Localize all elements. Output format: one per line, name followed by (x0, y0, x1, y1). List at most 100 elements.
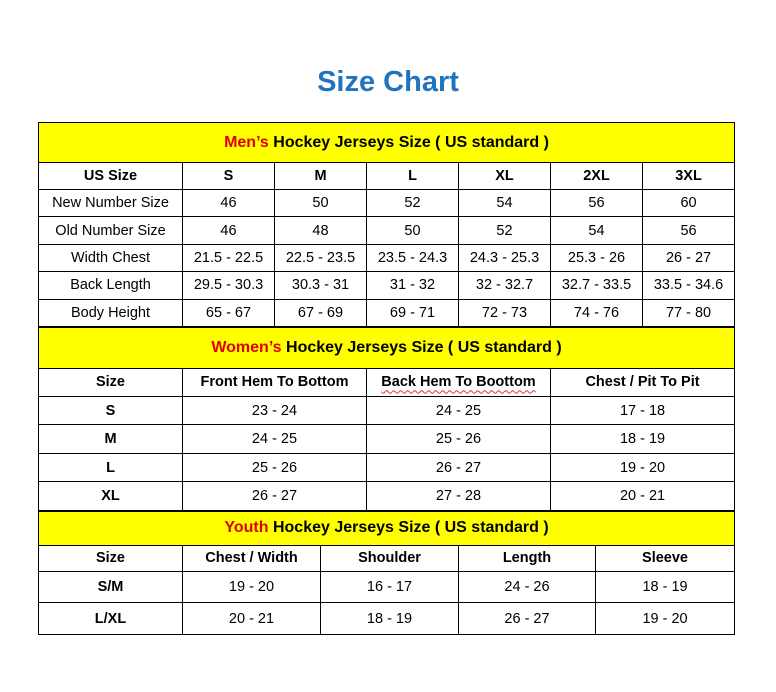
table-cell: 19 - 20 (594, 602, 736, 635)
table-cell: 26 - 27 (366, 452, 551, 483)
row-label: Old Number Size (38, 216, 183, 245)
table-cell: 67 - 69 (274, 298, 367, 327)
table-cell: 22.5 - 23.5 (274, 243, 367, 273)
row-label: M (38, 424, 183, 454)
column-header: M (274, 162, 367, 190)
column-header: US Size (38, 162, 183, 190)
table-cell: 23 - 24 (182, 395, 367, 426)
table-cell: 20 - 21 (182, 602, 321, 635)
table-cell: 24.3 - 25.3 (458, 243, 551, 273)
row-label: S/M (38, 570, 183, 604)
table-row: Back Length 29.5 - 30.3 30.3 - 31 31 - 32 32… (38, 271, 736, 300)
column-header: Back Hem To Boottom (366, 367, 551, 397)
row-label: S (38, 395, 183, 426)
column-header: Sleeve (594, 544, 736, 572)
table-cell: 46 (182, 188, 275, 218)
column-header: XL (458, 162, 551, 190)
table-cell: 31 - 32 (366, 271, 459, 300)
size-chart: Men’s Hockey Jerseys Size ( US standard … (37, 122, 736, 635)
table-cell: 72 - 73 (458, 298, 551, 327)
table-row: S 23 - 24 24 - 25 17 - 18 (38, 395, 736, 426)
mens-section-header: Men’s Hockey Jerseys Size ( US standard … (37, 122, 736, 163)
table-cell: 54 (458, 188, 551, 218)
womens-category: Women’s (211, 338, 282, 356)
table-cell: 50 (274, 188, 367, 218)
column-header: Size (38, 544, 183, 572)
table-cell: 25 - 26 (182, 452, 367, 483)
table-row: S/M 19 - 20 16 - 17 24 - 26 18 - 19 (38, 570, 736, 604)
column-header: S (182, 162, 275, 190)
youth-column-headers: Size Chest / Width Shoulder Length Sleeve (38, 544, 736, 572)
table-cell: 18 - 19 (549, 424, 736, 454)
row-label: L (38, 452, 183, 483)
column-header: Length (458, 544, 596, 572)
table-cell: 25 - 26 (366, 424, 551, 454)
table-cell: 65 - 67 (182, 298, 275, 327)
table-cell: 77 - 80 (641, 298, 736, 327)
table-cell: 26 - 27 (458, 602, 596, 635)
table-cell: 26 - 27 (182, 481, 367, 511)
row-label: L/XL (38, 602, 183, 635)
column-header: Size (38, 367, 183, 397)
table-cell: 29.5 - 30.3 (182, 271, 275, 300)
table-row: Old Number Size 46 48 50 52 54 56 (38, 216, 736, 245)
row-label: Width Chest (38, 243, 183, 273)
row-label: XL (38, 481, 183, 511)
table-cell: 20 - 21 (549, 481, 736, 511)
column-header: 2XL (550, 162, 643, 190)
table-cell: 50 (366, 216, 459, 245)
column-header: L (366, 162, 459, 190)
table-cell: 19 - 20 (182, 570, 321, 604)
youth-heading: Hockey Jerseys Size ( US standard ) (268, 519, 549, 537)
table-cell: 21.5 - 22.5 (182, 243, 275, 273)
table-cell: 27 - 28 (366, 481, 551, 511)
table-cell: 52 (366, 188, 459, 218)
table-row: XL 26 - 27 27 - 28 20 - 21 (38, 481, 736, 511)
row-label: New Number Size (38, 188, 183, 218)
table-cell: 69 - 71 (366, 298, 459, 327)
table-row: L 25 - 26 26 - 27 19 - 20 (38, 452, 736, 483)
mens-table: Men’s Hockey Jerseys Size ( US standard … (37, 122, 736, 327)
table-cell: 46 (182, 216, 275, 245)
table-cell: 54 (550, 216, 643, 245)
youth-table: Youth Hockey Jerseys Size ( US standard … (37, 510, 736, 635)
table-cell: 33.5 - 34.6 (641, 271, 736, 300)
womens-table: Women’s Hockey Jerseys Size ( US standar… (37, 326, 736, 511)
table-row: Width Chest 21.5 - 22.5 22.5 - 23.5 23.5 - … (38, 243, 736, 273)
table-cell: 24 - 25 (366, 395, 551, 426)
table-cell: 17 - 18 (549, 395, 736, 426)
mens-heading: Hockey Jerseys Size ( US standard ) (268, 133, 549, 151)
row-label: Back Length (38, 271, 183, 300)
table-cell: 30.3 - 31 (274, 271, 367, 300)
table-cell: 24 - 26 (458, 570, 596, 604)
table-row: M 24 - 25 25 - 26 18 - 19 (38, 424, 736, 454)
table-cell: 74 - 76 (550, 298, 643, 327)
page-title: Size Chart (317, 66, 459, 98)
table-cell: 60 (641, 188, 736, 218)
row-label: Body Height (38, 298, 183, 327)
column-header: 3XL (641, 162, 736, 190)
table-cell: 32.7 - 33.5 (550, 271, 643, 300)
table-row: L/XL 20 - 21 18 - 19 26 - 27 19 - 20 (38, 602, 736, 635)
table-cell: 56 (550, 188, 643, 218)
table-cell: 25.3 - 26 (550, 243, 643, 273)
table-cell: 18 - 19 (594, 570, 736, 604)
table-cell: 23.5 - 24.3 (366, 243, 459, 273)
table-cell: 26 - 27 (641, 243, 736, 273)
table-cell: 48 (274, 216, 367, 245)
youth-category: Youth (224, 519, 269, 537)
womens-heading: Hockey Jerseys Size ( US standard ) (281, 338, 562, 356)
mens-category: Men’s (224, 133, 269, 151)
womens-column-headers: Size Front Hem To Bottom Back Hem To Boott… (38, 367, 736, 397)
table-row: Body Height 65 - 67 67 - 69 69 - 71 72 - 73 7… (38, 298, 736, 327)
table-cell: 18 - 19 (320, 602, 459, 635)
youth-section-header: Youth Hockey Jerseys Size ( US standard … (37, 510, 736, 546)
womens-section-header: Women’s Hockey Jerseys Size ( US standar… (37, 326, 736, 369)
column-header: Front Hem To Bottom (182, 367, 367, 397)
table-cell: 19 - 20 (549, 452, 736, 483)
column-header: Shoulder (320, 544, 459, 572)
table-cell: 52 (458, 216, 551, 245)
column-header: Chest / Pit To Pit (549, 367, 736, 397)
table-cell: 32 - 32.7 (458, 271, 551, 300)
column-header: Chest / Width (182, 544, 321, 572)
